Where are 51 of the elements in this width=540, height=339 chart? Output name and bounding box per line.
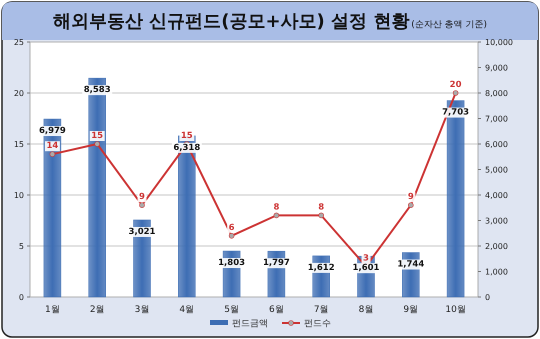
y2-tick-label: 5,000 (485, 166, 508, 174)
y2-tick-label: 0 (485, 293, 490, 302)
data-label: 3 (363, 253, 370, 264)
data-label: 1,744 (397, 260, 424, 270)
x-tick-label: 8월 (358, 305, 374, 315)
y-tick-label: 10 (14, 191, 24, 200)
data-label: 6,318 (173, 142, 200, 153)
x-tick-label: 6월 (269, 305, 284, 315)
y2-tick-label: 3,000 (485, 216, 508, 226)
y2-tick-label: 9,000 (485, 64, 508, 72)
chart-subtitle: (순자산 총액 기준) (411, 20, 488, 30)
data-label: 6 (228, 222, 235, 233)
data-label: 9 (139, 192, 146, 202)
x-tick-label: 2월 (90, 305, 105, 315)
x-tick-label: 5월 (224, 305, 239, 315)
chart-title: 해외부동산 신규펀드(공모+사모) 설정 현황 (52, 11, 410, 32)
data-label: 15 (91, 131, 104, 141)
x-tick-label: 3월 (134, 305, 150, 315)
legend-label: 펀드금액 (232, 319, 268, 329)
data-label: 1,803 (218, 258, 246, 268)
data-label: 20 (450, 80, 462, 90)
x-tick-label: 1월 (45, 305, 60, 315)
y-tick-label: 15 (14, 140, 24, 149)
y2-tick-label: 1,000 (485, 268, 508, 276)
x-tick-label: 10월 (445, 305, 466, 315)
data-label: 1,601 (352, 263, 380, 274)
data-label: 8 (273, 202, 280, 212)
data-label: 7,703 (442, 108, 470, 118)
data-label: 8 (318, 202, 324, 212)
x-tick-label: 7월 (314, 305, 329, 315)
data-label: 8,583 (84, 85, 111, 96)
data-label: 1,612 (308, 262, 335, 273)
x-tick-label: 9월 (403, 305, 418, 315)
data-label: 15 (180, 131, 193, 141)
y-tick-label: 25 (14, 38, 24, 47)
y2-tick-label: 2,000 (485, 242, 508, 251)
x-tick-label: 4월 (179, 305, 194, 315)
legend-label: 펀드수 (304, 319, 331, 329)
data-label: 14 (46, 141, 58, 152)
y2-tick-label: 6,000 (485, 140, 508, 149)
data-label: 1,797 (262, 258, 290, 268)
y2-tick-label: 8,000 (485, 89, 508, 98)
y2-tick-label: 4,000 (485, 191, 508, 200)
y-tick-label: 0 (18, 293, 24, 302)
data-label: 9 (408, 192, 414, 202)
data-label: 3,021 (128, 226, 156, 237)
y2-tick-label: 10,000 (485, 38, 513, 47)
y-tick-label: 5 (18, 242, 24, 251)
y-tick-label: 20 (14, 89, 24, 98)
y2-tick-label: 7,000 (485, 114, 508, 124)
data-label: 6,979 (38, 126, 66, 136)
